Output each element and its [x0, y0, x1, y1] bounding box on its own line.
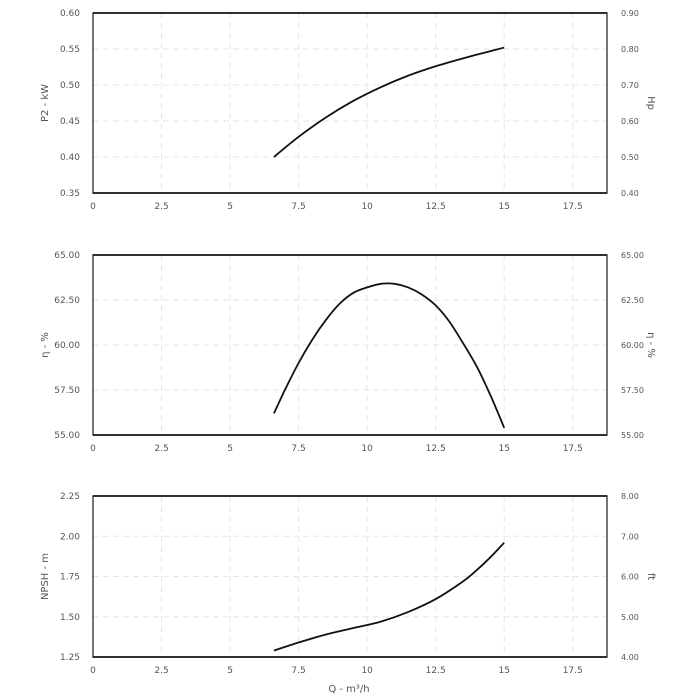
x-tick-label: 12.5 [426, 444, 446, 454]
x-tick-label: 15 [498, 444, 509, 454]
x-tick-label: 17.5 [563, 444, 583, 454]
power-curve [273, 46, 505, 158]
x-tick-label: 5 [227, 444, 233, 454]
right-tick-label: 65.00 [621, 251, 644, 260]
y-tick-label: 0.50 [60, 81, 80, 91]
right-tick-label: 0.80 [621, 45, 639, 54]
efficiency-curve [273, 282, 506, 429]
y-tick-label: 0.35 [60, 189, 80, 199]
right-tick-label: 6.00 [621, 573, 639, 582]
x-tick-label: 17.5 [563, 666, 583, 676]
y-tick-label: 2.00 [60, 532, 80, 542]
y-tick-label: 60.00 [54, 341, 80, 351]
y-axis-label-left: P2 - kW [40, 84, 51, 122]
chart-power: 0 2.5 5 7.5 10 12.5 15 17.5 0.35 0.40 0.45 0.50 0.55… [40, 9, 656, 212]
plot-frame [92, 254, 608, 436]
right-tick-label: 57.50 [621, 386, 644, 395]
y-tick-label: 65.00 [54, 251, 80, 261]
chart-npsh: 0 2.5 5 7.5 10 12.5 15 17.5 1.25 1.50 1.75 2.00 2.25… [40, 492, 656, 695]
x-tick-label: 10 [361, 444, 373, 454]
right-tick-label: 0.70 [621, 81, 639, 90]
y-tick-label: 57.50 [54, 386, 80, 396]
x-tick-label: 2.5 [154, 202, 168, 212]
x-axis-label: Q - m³/h [328, 684, 369, 695]
x-tick-label: 10 [361, 202, 373, 212]
y-axis-label-left: NPSH - m [40, 553, 51, 600]
right-tick-label: 55.00 [621, 431, 644, 440]
y-tick-label: 1.25 [60, 653, 80, 663]
x-tick-label: 5 [227, 202, 233, 212]
y-tick-label: 0.40 [60, 153, 80, 163]
y-axis-label-right: η - % [645, 332, 656, 358]
y-tick-label: 0.60 [60, 9, 80, 19]
x-tick-label: 17.5 [563, 202, 583, 212]
x-tick-label: 10 [361, 666, 373, 676]
x-tick-label: 0 [90, 444, 96, 454]
y-tick-label: 0.45 [60, 117, 80, 127]
y-tick-label: 2.25 [60, 492, 80, 502]
right-tick-label: 8.00 [621, 492, 639, 501]
x-tick-label: 2.5 [154, 444, 168, 454]
x-tick-label: 7.5 [291, 666, 305, 676]
x-tick-label: 0 [90, 202, 96, 212]
x-tick-label: 15 [498, 202, 509, 212]
x-tick-label: 12.5 [426, 666, 446, 676]
y-axis-label-right: Hp [645, 96, 656, 110]
y-axis-label-left: η - % [40, 332, 51, 358]
right-tick-label: 0.90 [621, 9, 639, 18]
x-tick-label: 5 [227, 666, 233, 676]
y-tick-label: 55.00 [54, 431, 80, 441]
chart-efficiency: 0 2.5 5 7.5 10 12.5 15 17.5 55.00 57.50 60.00 62.50… [40, 251, 656, 454]
right-tick-label: 0.60 [621, 117, 639, 126]
right-tick-label: 0.40 [621, 189, 639, 198]
npsh-curve [273, 542, 505, 652]
x-tick-label: 12.5 [426, 202, 446, 212]
right-tick-label: 5.00 [621, 613, 639, 622]
y-tick-label: 1.50 [60, 613, 80, 623]
y-tick-label: 1.75 [60, 573, 80, 583]
right-tick-label: 0.50 [621, 153, 639, 162]
right-tick-label: 7.00 [621, 532, 639, 541]
y-axis-label-right: ft [645, 573, 656, 580]
plot-frame [92, 495, 608, 658]
right-tick-label: 60.00 [621, 341, 644, 350]
y-tick-label: 62.50 [54, 296, 80, 306]
right-tick-label: 4.00 [621, 653, 639, 662]
x-tick-label: 15 [498, 666, 509, 676]
x-tick-label: 0 [90, 666, 96, 676]
right-tick-label: 62.50 [621, 296, 644, 305]
x-tick-label: 2.5 [154, 666, 168, 676]
x-tick-label: 7.5 [291, 202, 305, 212]
x-tick-label: 7.5 [291, 444, 305, 454]
y-tick-label: 0.55 [60, 45, 80, 55]
